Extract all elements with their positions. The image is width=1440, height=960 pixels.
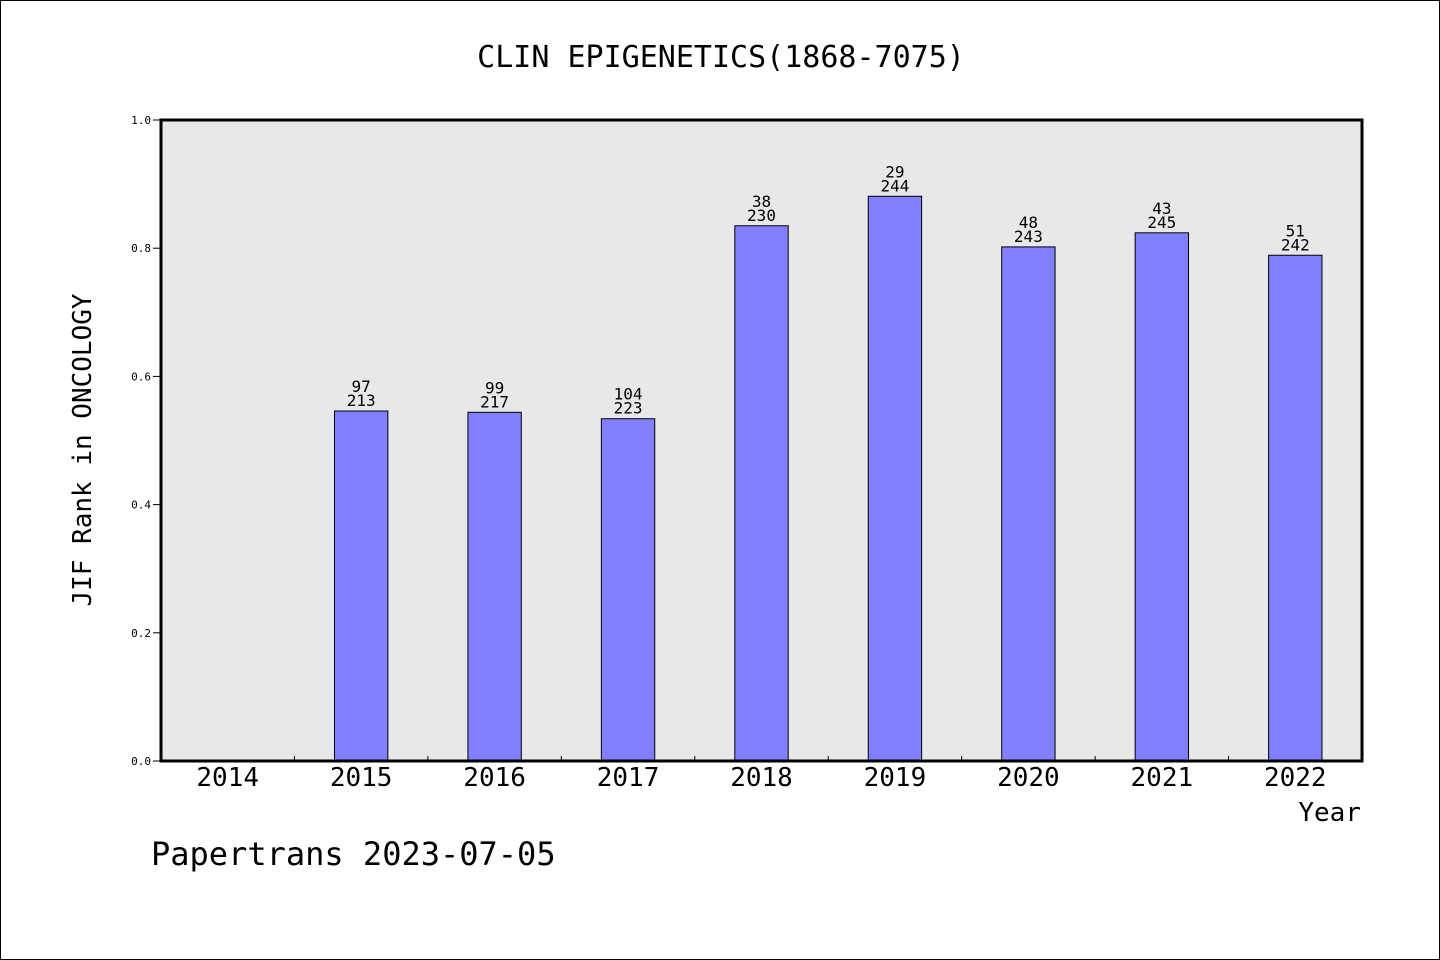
x-tick-label-2021: 2021	[1131, 763, 1194, 793]
y-tick-label: 0.8	[131, 242, 151, 255]
x-tick-label-2019: 2019	[864, 763, 927, 793]
x-tick-label-2014: 2014	[196, 763, 259, 793]
data-label-total-2015: 213	[347, 391, 376, 410]
data-label-total-2019: 244	[880, 176, 909, 195]
x-axis-label: Year	[1298, 798, 1361, 828]
bar-2016	[467, 411, 522, 762]
data-label-total-2018: 230	[747, 206, 776, 225]
x-tick-label-2016: 2016	[463, 763, 526, 793]
bar-2018	[734, 225, 789, 762]
bar-2022	[1268, 254, 1323, 762]
x-tick-label-2017: 2017	[597, 763, 660, 793]
bar-2015	[333, 410, 389, 762]
data-label-total-2017: 223	[614, 399, 643, 418]
data-label-rank-2017: 104	[614, 385, 643, 404]
data-label-rank-2021: 43	[1152, 199, 1171, 218]
data-label-total-2020: 243	[1014, 227, 1043, 246]
x-tick-label-2022: 2022	[1264, 763, 1327, 793]
bar-2021	[1134, 232, 1190, 762]
y-axis-label: JIF Rank in ONCOLOGY	[68, 293, 98, 606]
footer-date: Papertrans 2023-07-05	[151, 835, 556, 873]
y-tick-label: 0.0	[131, 755, 151, 768]
data-label-rank-2022: 51	[1286, 221, 1305, 240]
y-tick-label: 1.0	[131, 114, 151, 127]
x-tick-label-2018: 2018	[730, 763, 793, 793]
bar-2017	[600, 418, 656, 762]
data-label-total-2021: 245	[1147, 213, 1176, 232]
data-label-rank-2020: 48	[1019, 213, 1038, 232]
y-tick-label: 0.6	[131, 370, 151, 383]
data-label-rank-2019: 29	[885, 162, 904, 181]
bar-2019	[867, 195, 923, 762]
data-label-rank-2016: 99	[485, 378, 504, 397]
x-axis: 2014 2015 2016 2017 2018 2019 2020 2021 2022	[196, 756, 1327, 793]
data-label-total-2016: 217	[480, 392, 509, 411]
data-label-rank-2015: 97	[352, 377, 371, 396]
data-label-rank-2018: 38	[752, 192, 771, 211]
y-tick-label: 0.2	[131, 627, 151, 640]
x-tick-label-2020: 2020	[997, 763, 1060, 793]
data-label-total-2022: 242	[1281, 235, 1310, 254]
chart-title: CLIN EPIGENETICS(1868-7075)	[477, 40, 965, 75]
plot-border	[159, 118, 1364, 763]
y-axis: 0.0 0.2 0.4 0.6 0.8 1.0	[131, 114, 161, 768]
x-tick-label-2015: 2015	[330, 763, 393, 793]
bars-group	[333, 195, 1323, 762]
bar-2020	[1001, 246, 1056, 762]
y-tick-label: 0.4	[131, 499, 151, 512]
